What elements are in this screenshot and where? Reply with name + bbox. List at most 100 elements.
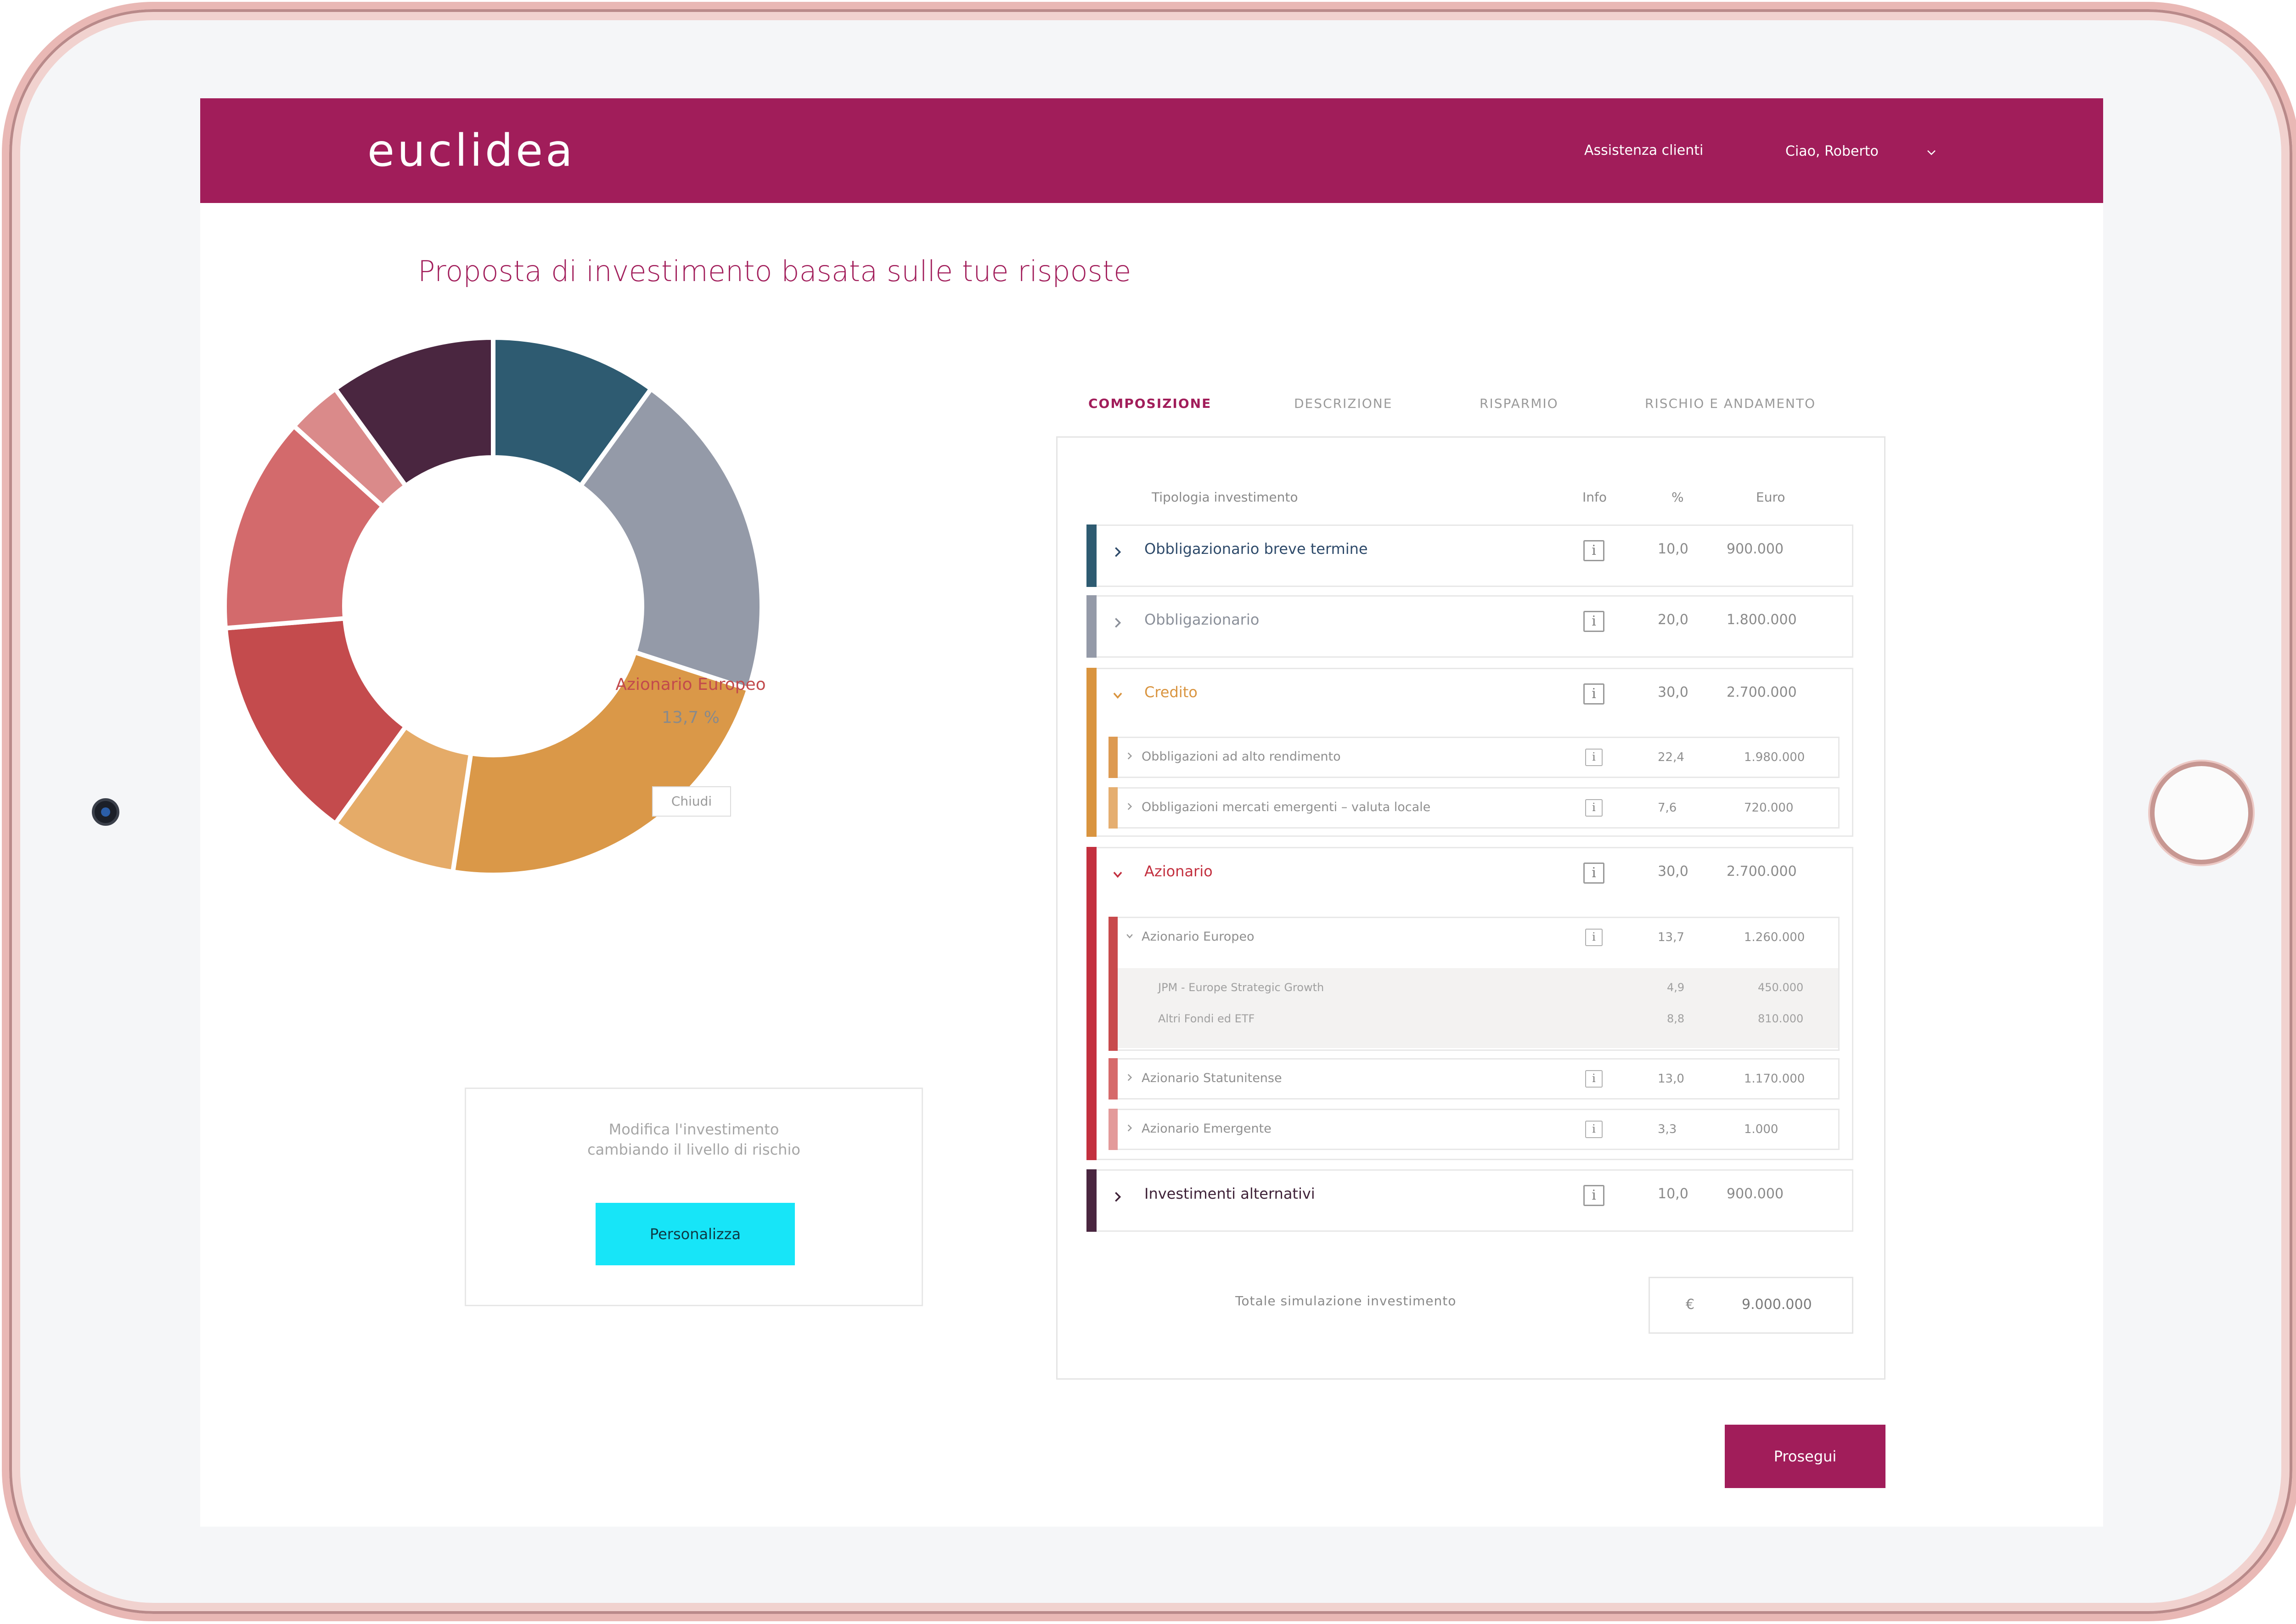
fund-label: JPM - Europe Strategic Growth [1158, 981, 1324, 994]
chevron-right-icon[interactable] [1111, 1190, 1124, 1203]
category-euro: 2.700.000 [1727, 863, 1797, 880]
chevron-down-icon[interactable] [1111, 689, 1124, 702]
subcategory-euro: 1.170.000 [1744, 1072, 1805, 1086]
category-color-bar [1086, 668, 1097, 837]
category-label: Obbligazionario [1144, 611, 1260, 628]
subcategory-pct: 13,7 [1658, 930, 1684, 944]
donut-slice[interactable] [450, 649, 752, 877]
subcategory-color-bar [1109, 787, 1118, 829]
chevron-down-icon[interactable] [1111, 868, 1124, 881]
info-icon[interactable]: i [1583, 611, 1604, 632]
category-euro: 1.800.000 [1727, 612, 1797, 628]
info-icon[interactable]: i [1583, 1185, 1604, 1206]
subcategory-euro: 1.000 [1744, 1122, 1778, 1136]
prosegui-button[interactable]: Prosegui [1725, 1425, 1885, 1488]
chevron-right-icon[interactable] [1125, 1073, 1134, 1082]
support-link[interactable]: Assistenza clienti [1584, 142, 1704, 158]
donut-center-value: 13,7 % [662, 708, 720, 727]
subcategory-label: Azionario Emergente [1142, 1122, 1272, 1136]
subcategory-color-bar [1109, 917, 1118, 1051]
donut-slice[interactable] [491, 335, 654, 489]
subcategory-pct: 7,6 [1658, 801, 1677, 815]
subcategory-row[interactable] [1109, 737, 1840, 778]
user-menu-label[interactable]: Ciao, Roberto [1785, 143, 1879, 159]
info-icon[interactable]: i [1585, 929, 1603, 946]
donut-slice[interactable] [332, 335, 495, 489]
subcategory-label: Obbligazioni mercati emergenti – valuta … [1142, 800, 1431, 814]
fund-pct: 8,8 [1667, 1012, 1685, 1025]
info-icon[interactable]: i [1583, 540, 1604, 561]
subcategory-row[interactable] [1109, 787, 1840, 829]
tab-risparmio[interactable]: RISPARMIO [1480, 396, 1559, 411]
fund-euro: 450.000 [1758, 981, 1804, 994]
total-amount-box: € 9.000.000 [1649, 1277, 1853, 1334]
allocation-donut-chart[interactable] [222, 335, 764, 877]
subcategory-label: Azionario Statunitense [1142, 1071, 1282, 1085]
column-header-euro: Euro [1756, 490, 1785, 505]
subcategory-pct: 22,4 [1658, 750, 1684, 764]
fund-pct: 4,9 [1667, 981, 1685, 994]
currency-symbol: € [1686, 1297, 1695, 1313]
category-pct: 30,0 [1658, 684, 1688, 700]
subcategory-euro: 1.260.000 [1744, 930, 1805, 944]
chevron-down-icon[interactable] [1926, 147, 1937, 158]
subcategory-row[interactable] [1109, 1109, 1840, 1150]
donut-slice[interactable] [577, 385, 764, 693]
close-selection-button[interactable]: Chiudi [652, 786, 731, 817]
subcategory-label: Azionario Europeo [1142, 930, 1255, 944]
subcategory-pct: 13,0 [1658, 1072, 1684, 1086]
page-title: Proposta di investimento basata sulle tu… [418, 254, 1131, 288]
logo[interactable]: euclidea [367, 125, 575, 176]
chevron-right-icon[interactable] [1111, 616, 1124, 629]
subcategory-euro: 720.000 [1744, 801, 1794, 815]
category-label: Obbligazionario breve termine [1144, 540, 1368, 558]
info-icon[interactable]: i [1583, 863, 1604, 884]
donut-slice[interactable] [223, 616, 409, 827]
chevron-right-icon[interactable] [1111, 546, 1124, 558]
chevron-down-icon[interactable] [1125, 931, 1134, 941]
category-pct: 10,0 [1658, 541, 1688, 557]
category-row[interactable] [1086, 524, 1853, 587]
tab-rischio-e-andamento[interactable]: RISCHIO E ANDAMENTO [1645, 396, 1816, 411]
fund-list [1118, 968, 1838, 1048]
info-icon[interactable]: i [1585, 1121, 1603, 1138]
category-row[interactable] [1086, 1169, 1853, 1232]
subcategory-color-bar [1109, 737, 1118, 778]
column-header-pct: % [1671, 490, 1684, 505]
category-pct: 20,0 [1658, 612, 1688, 628]
subcategory-row[interactable] [1109, 1058, 1840, 1100]
category-row[interactable] [1086, 595, 1853, 658]
info-icon[interactable]: i [1585, 1070, 1603, 1088]
top-bar: euclidea Assistenza clienti Ciao, Robert… [200, 98, 2103, 203]
tab-composizione[interactable]: COMPOSIZIONE [1088, 396, 1212, 411]
subcategory-color-bar [1109, 1109, 1118, 1150]
fund-euro: 810.000 [1758, 1012, 1804, 1025]
home-button[interactable] [2150, 761, 2253, 864]
category-color-bar [1086, 524, 1097, 587]
info-icon[interactable]: i [1585, 749, 1603, 766]
category-label: Investimenti alternativi [1144, 1185, 1315, 1202]
fund-label: Altri Fondi ed ETF [1158, 1012, 1255, 1025]
donut-center-label: Azionario Europeo [615, 675, 766, 694]
category-label: Credito [1144, 683, 1198, 701]
info-icon[interactable]: i [1585, 799, 1603, 817]
subcategory-pct: 3,3 [1658, 1122, 1677, 1136]
camera-icon [92, 798, 119, 826]
category-color-bar [1086, 847, 1097, 1160]
tab-descrizione[interactable]: DESCRIZIONE [1294, 396, 1393, 411]
category-pct: 10,0 [1658, 1186, 1688, 1202]
chevron-right-icon[interactable] [1125, 751, 1134, 761]
donut-slice[interactable] [222, 423, 386, 631]
personalizza-button[interactable]: Personalizza [596, 1203, 795, 1265]
category-color-bar [1086, 1169, 1097, 1232]
subcategory-label: Obbligazioni ad alto rendimento [1142, 750, 1341, 764]
total-amount: 9.000.000 [1742, 1297, 1812, 1313]
chevron-right-icon[interactable] [1125, 1123, 1134, 1133]
column-header-info: Info [1582, 490, 1607, 505]
category-pct: 30,0 [1658, 863, 1688, 880]
chevron-right-icon[interactable] [1125, 802, 1134, 811]
category-euro: 900.000 [1727, 541, 1784, 557]
category-euro: 2.700.000 [1727, 684, 1797, 700]
column-header-type: Tipologia investimento [1152, 490, 1298, 505]
info-icon[interactable]: i [1583, 683, 1604, 705]
